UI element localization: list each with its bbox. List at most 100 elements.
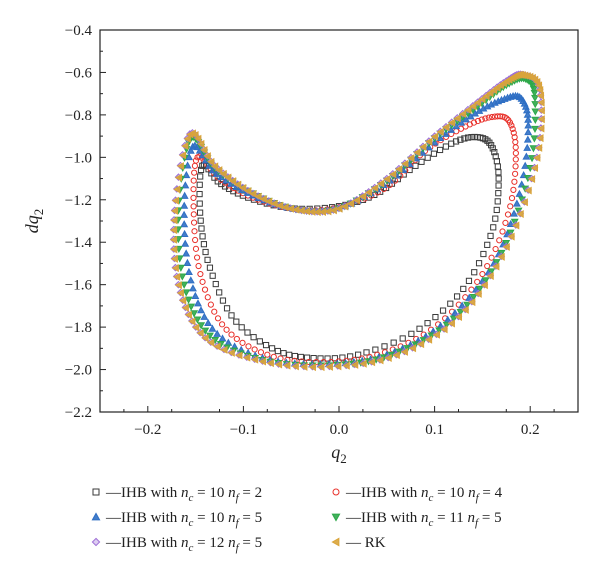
series-6-point xyxy=(516,210,524,218)
series-6-point xyxy=(447,319,455,328)
series-6-point xyxy=(537,106,545,115)
legend-label: —IHB with nc = 10 nf = 2 xyxy=(105,485,262,504)
series-4-point xyxy=(469,293,478,302)
series-4-point xyxy=(531,125,539,133)
series-6-point xyxy=(468,298,476,307)
series-6-point xyxy=(270,199,278,208)
series-6-point xyxy=(536,85,544,94)
y-tick-label: −0.8 xyxy=(65,108,92,124)
series-6-point xyxy=(308,363,316,372)
series-1-point xyxy=(460,285,467,293)
series-6-point xyxy=(292,205,300,214)
series-6-point xyxy=(169,235,178,244)
series-6-point xyxy=(453,114,461,123)
series-1-point xyxy=(196,190,203,198)
series-6-point xyxy=(461,305,469,314)
series-6-point xyxy=(430,132,439,141)
series-1-point xyxy=(331,355,338,362)
series-1-point xyxy=(475,260,483,267)
legend-marker xyxy=(331,537,340,547)
series-6-point xyxy=(171,196,179,205)
series-3 xyxy=(180,91,533,368)
series-4-point xyxy=(456,308,465,317)
series-4-point xyxy=(201,327,210,335)
series-3-point xyxy=(510,209,518,217)
series-4-point xyxy=(463,301,472,309)
legend-item: —IHB with nc = 12 nf = 5 xyxy=(91,535,262,554)
series-4-point xyxy=(530,135,539,143)
series-1-point xyxy=(418,158,425,165)
series-3-point xyxy=(181,239,190,247)
series-6-point xyxy=(170,254,178,263)
series-6-point xyxy=(235,351,243,360)
series-6-point xyxy=(249,189,257,198)
series-1-point xyxy=(489,145,496,152)
series-6-point xyxy=(325,362,333,371)
series-6-point xyxy=(213,342,221,351)
series-6-point xyxy=(365,188,373,197)
series-4-point xyxy=(487,268,496,276)
series-2-point xyxy=(207,301,214,308)
series-1-point xyxy=(424,320,431,327)
series-6-point xyxy=(197,139,205,148)
series-1-point xyxy=(256,338,263,345)
series-2-point xyxy=(484,262,491,270)
series-1-point xyxy=(197,209,204,216)
series-2-point xyxy=(190,186,197,193)
series-6-point xyxy=(537,115,545,124)
plot-markers xyxy=(169,70,546,372)
series-6-point xyxy=(219,169,227,178)
series-1-point xyxy=(412,162,419,169)
series-6-point xyxy=(183,134,191,143)
series-6-point xyxy=(243,353,251,362)
series-3-point xyxy=(412,154,421,162)
series-6-point xyxy=(537,98,545,107)
series-2-point xyxy=(190,203,197,210)
x-tick-label: 0.0 xyxy=(330,422,349,438)
series-3-point xyxy=(200,312,209,320)
series-6-point xyxy=(478,95,486,104)
legend-marker xyxy=(92,488,100,496)
series-1-point xyxy=(204,256,211,263)
series-1-point xyxy=(399,335,406,342)
series-1-point xyxy=(468,134,475,141)
series-1-point xyxy=(197,173,204,180)
series-3-point xyxy=(523,143,532,151)
series-3-point xyxy=(524,121,533,129)
series-6-point xyxy=(174,173,182,182)
series-6-point xyxy=(536,91,545,100)
y-tick-label: −1.0 xyxy=(65,150,92,166)
series-3-point xyxy=(441,129,450,137)
series-6-point xyxy=(389,170,397,179)
series-3-point xyxy=(180,220,189,228)
series-1-point xyxy=(280,350,287,357)
series-2-point xyxy=(512,144,519,151)
series-3-point xyxy=(180,229,189,237)
series-6-point xyxy=(486,272,494,280)
series-6-point xyxy=(384,354,392,363)
series-1-point xyxy=(200,241,208,248)
series-1-point xyxy=(390,339,397,346)
series-6-point xyxy=(464,106,472,115)
series-1-point xyxy=(347,353,354,360)
series-6-point xyxy=(169,226,178,235)
x-tick-label: 0.1 xyxy=(425,422,444,438)
series-2-point xyxy=(191,228,198,235)
series-1-point xyxy=(238,324,245,331)
series-1-point xyxy=(196,181,203,188)
series-6-point xyxy=(179,296,187,305)
series-2-point xyxy=(190,194,197,202)
series-1-point xyxy=(262,341,270,349)
series-1-point xyxy=(493,206,500,214)
x-tick-label: 0.2 xyxy=(521,422,540,438)
series-6-point xyxy=(324,207,332,216)
legend-item: — RK xyxy=(331,535,386,551)
series-2-point xyxy=(204,294,211,301)
series-1-point xyxy=(408,330,415,337)
series-1-point xyxy=(416,325,423,332)
series-1-point xyxy=(439,307,447,314)
series-2-point xyxy=(257,349,265,356)
series-6-point xyxy=(176,162,184,171)
series-6-point xyxy=(259,195,267,204)
series-3-point xyxy=(180,191,189,199)
